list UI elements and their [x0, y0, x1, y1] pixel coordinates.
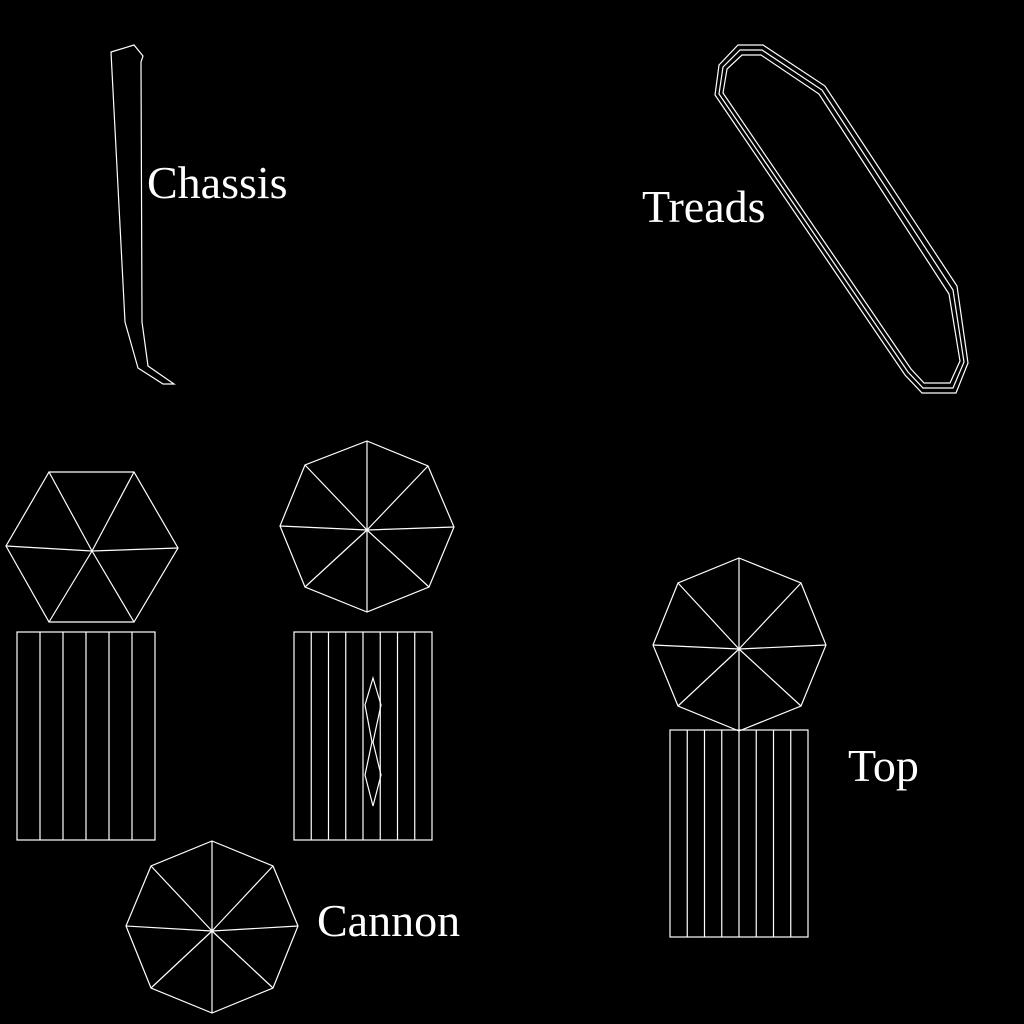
- treads-part: Treads: [642, 44, 969, 394]
- top-cylinder: [669, 729, 809, 938]
- fan-spoke: [279, 525, 368, 531]
- fan-spoke: [738, 648, 802, 707]
- cannon-cylinder-right: [293, 631, 433, 841]
- treads-outline-inner: [722, 54, 961, 384]
- top-octagon: [652, 557, 827, 732]
- cannon-hexagon: [5, 471, 179, 623]
- cannon-label: Cannon: [317, 895, 460, 946]
- fan-spoke: [48, 550, 93, 623]
- fan-spoke: [211, 925, 299, 932]
- fan-spoke: [366, 526, 455, 531]
- chassis-part: Chassis: [110, 44, 288, 385]
- fan-spoke: [738, 582, 802, 650]
- fan-spoke: [150, 930, 213, 989]
- fan-spoke: [366, 465, 429, 531]
- top-label: Top: [848, 740, 919, 791]
- treads-outline-outer: [714, 44, 969, 394]
- fan-spoke: [91, 550, 135, 623]
- treads-label: Treads: [642, 181, 766, 232]
- fan-spoke: [652, 644, 740, 650]
- cannon-octagon-top: [279, 440, 455, 613]
- cannon-part: Cannon: [5, 440, 460, 1014]
- fan-spoke: [125, 925, 213, 932]
- treads-outline-middle: [718, 49, 965, 389]
- fan-spoke: [677, 648, 740, 707]
- fan-spoke: [91, 547, 179, 552]
- cannon-octagon-bottom: [125, 840, 299, 1014]
- fan-spoke: [211, 930, 274, 989]
- fan-spoke: [150, 865, 213, 932]
- cannon-cylinder-left: [16, 631, 156, 841]
- fan-spoke: [5, 545, 93, 552]
- fan-spoke: [366, 529, 430, 588]
- fan-spoke: [304, 464, 368, 531]
- chassis-label: Chassis: [147, 157, 288, 208]
- fan-spoke: [677, 582, 740, 650]
- fan-spoke: [91, 471, 135, 552]
- fan-spoke: [304, 529, 368, 588]
- top-part: Top: [652, 557, 919, 938]
- fan-spoke: [211, 865, 274, 932]
- fan-spoke: [48, 471, 93, 552]
- fan-spoke: [738, 644, 827, 650]
- cannon-diamond: [364, 675, 382, 807]
- chassis-outline: [110, 44, 176, 385]
